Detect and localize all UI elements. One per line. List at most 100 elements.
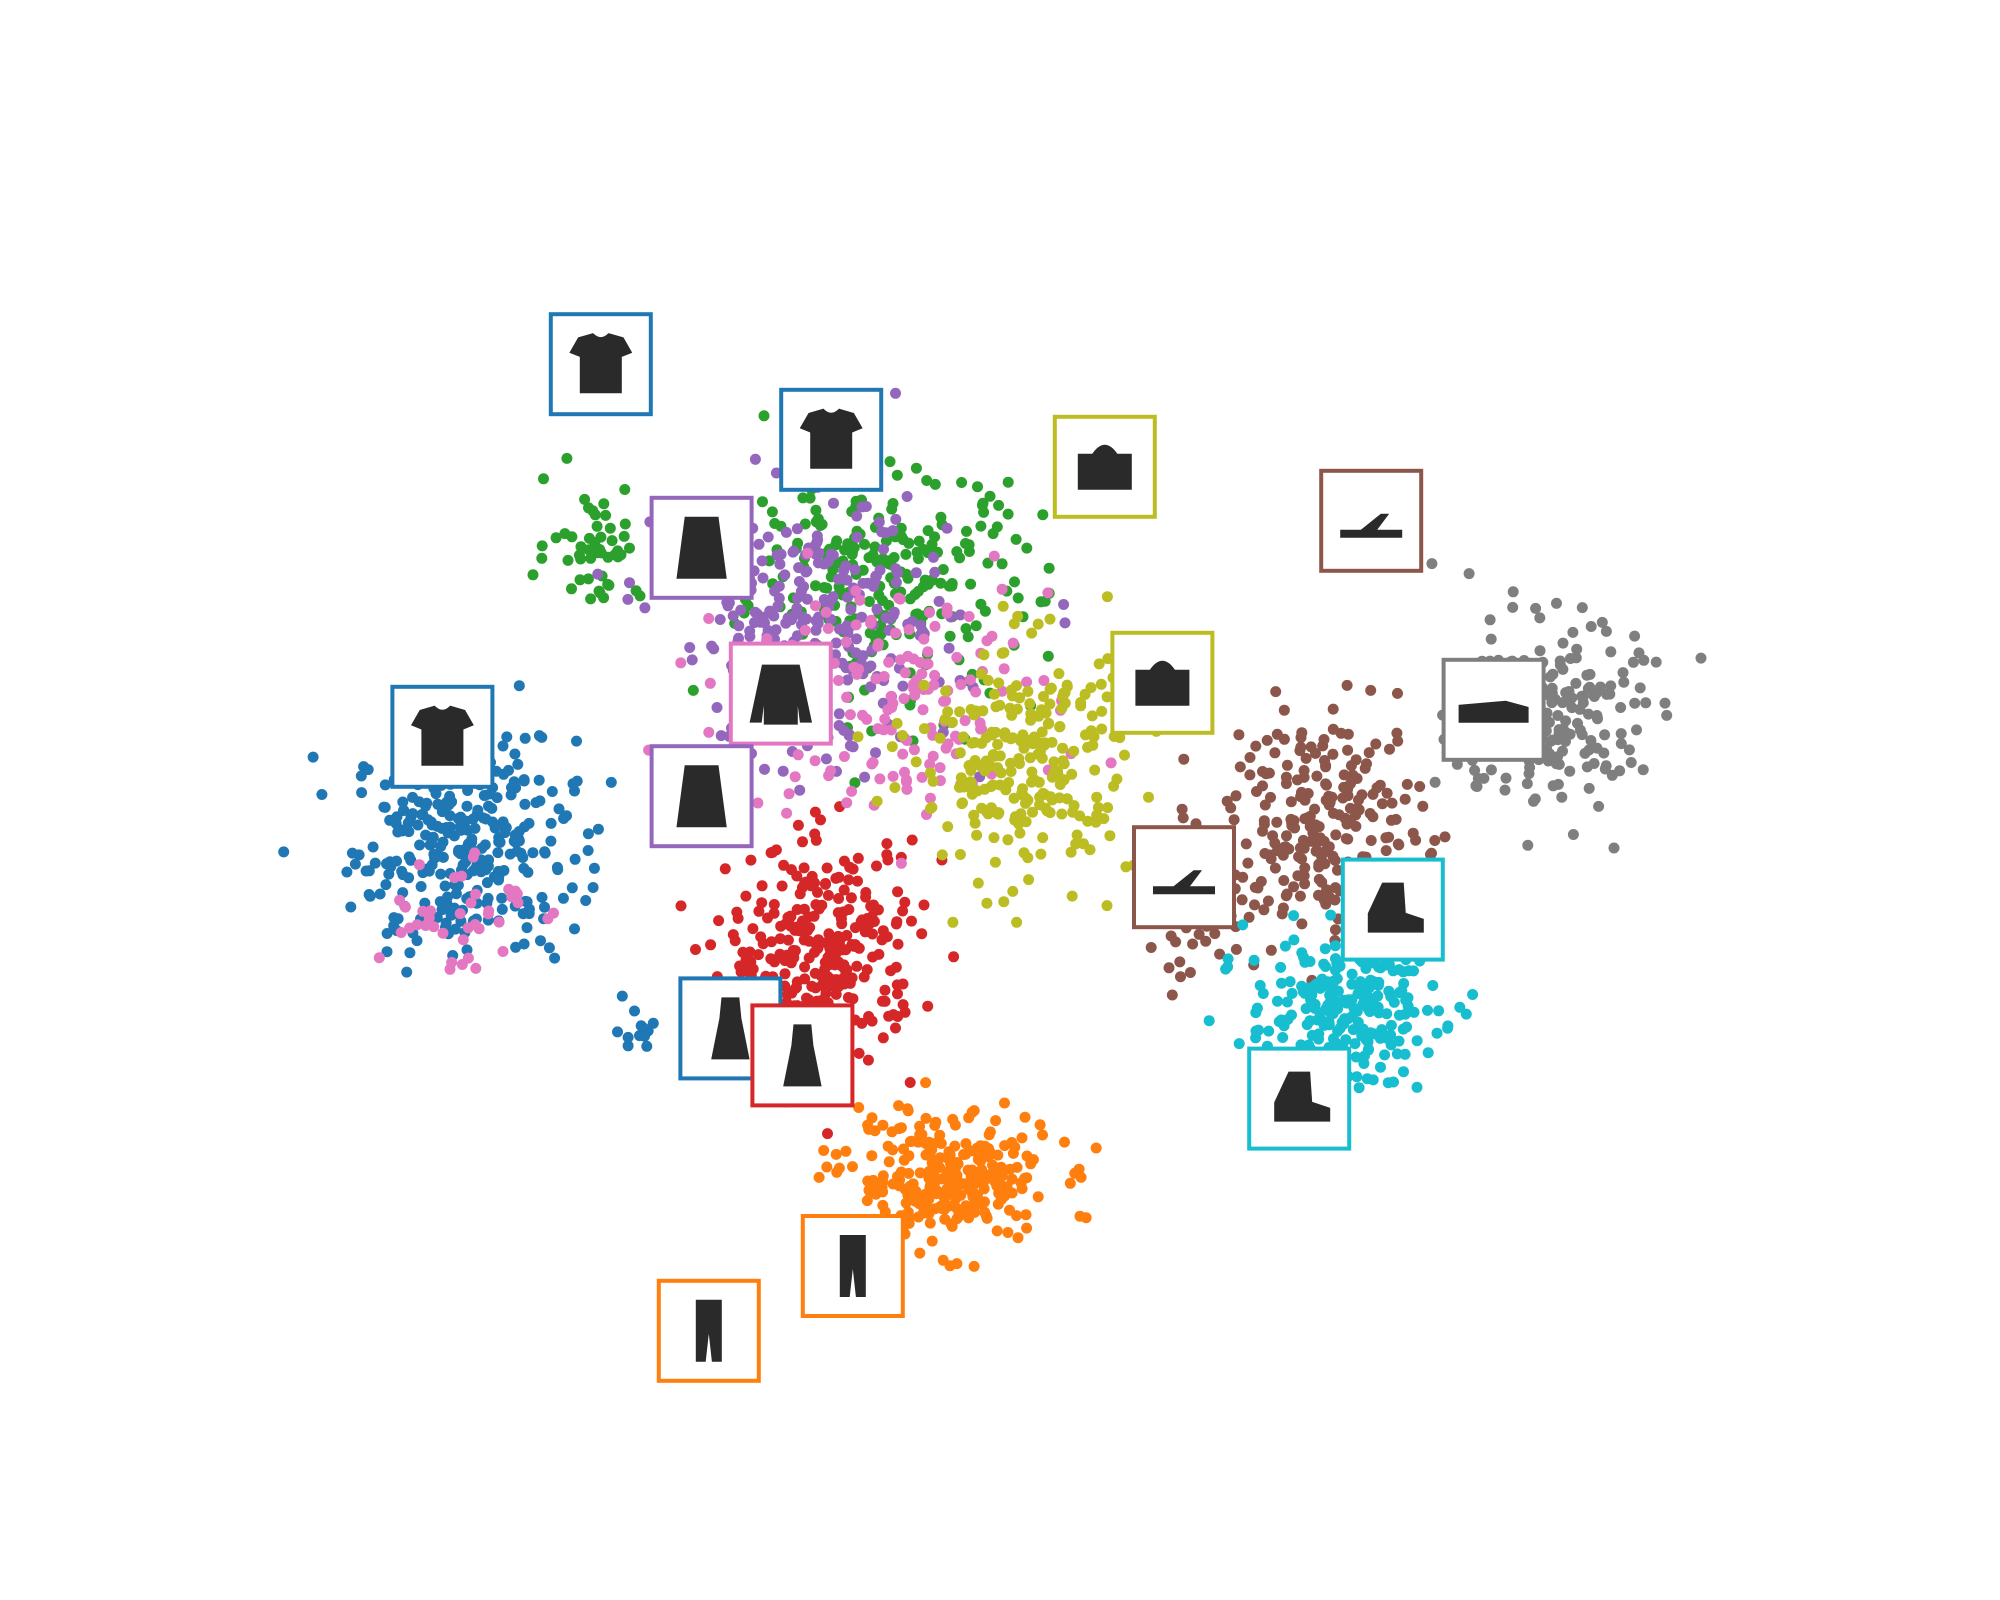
scatter-point [1417, 800, 1429, 812]
scatter-point [971, 1189, 983, 1201]
scatter-point [380, 879, 392, 891]
scatter-point [1120, 861, 1132, 873]
scatter-point [856, 611, 868, 623]
scatter-point [1327, 807, 1339, 819]
scatter-point [950, 1193, 962, 1205]
scatter-point [897, 999, 909, 1011]
scatter-point [810, 516, 822, 528]
scatter-point [1279, 940, 1291, 952]
scatter-point [1258, 818, 1270, 830]
scatter-point [457, 859, 469, 871]
scatter-point [1467, 989, 1479, 1000]
scatter-point [1187, 938, 1199, 950]
scatter-point [1038, 739, 1050, 751]
scatter-point [412, 819, 424, 831]
scatter-point [797, 492, 809, 504]
scatter-point [1009, 576, 1020, 588]
scatter-point [908, 683, 920, 695]
scatter-point [960, 623, 972, 635]
scatter-point [975, 1155, 987, 1167]
scatter-point [980, 1210, 992, 1222]
scatter-point [1285, 796, 1297, 808]
scatter-point [1278, 704, 1290, 716]
scatter-point [415, 881, 427, 892]
bag-icon [1135, 660, 1190, 706]
scatter-point [1593, 800, 1605, 812]
scatter-point [1042, 587, 1054, 599]
scatter-point [703, 613, 715, 624]
series-8 [852, 498, 1185, 928]
scatter-point [719, 863, 731, 875]
scatter-point [1552, 734, 1564, 746]
scatter-point [428, 848, 440, 860]
scatter-point [1353, 804, 1365, 816]
scatter-point [766, 506, 778, 518]
scatter-point [1617, 667, 1629, 679]
scatter-point [936, 849, 948, 861]
scatter-point [1265, 944, 1277, 956]
scatter-point [1044, 698, 1056, 710]
scatter-point [397, 869, 409, 881]
scatter-point [914, 1247, 926, 1259]
scatter-point [928, 679, 940, 691]
scatter-point [1299, 862, 1311, 874]
scatter-point [929, 620, 941, 632]
scatter-point [954, 706, 966, 718]
scatter-point [573, 549, 585, 561]
scatter-point [1380, 845, 1392, 857]
scatter-point [871, 860, 882, 872]
scatter-point [864, 627, 876, 639]
thumbnail-bag [1110, 630, 1215, 735]
scatter-point [954, 609, 966, 621]
scatter-point [942, 738, 954, 750]
scatter-point [612, 1026, 623, 1038]
scatter-point [1478, 772, 1490, 784]
scatter-point [1104, 830, 1116, 842]
scatter-point [789, 771, 801, 783]
scatter-point [504, 848, 516, 860]
scatter-point [1338, 769, 1350, 781]
scatter-point [862, 1054, 874, 1066]
scatter-point [847, 741, 859, 753]
scatter-point [1399, 1048, 1411, 1060]
scatter-point [1312, 845, 1323, 857]
scatter-point [1392, 687, 1403, 699]
scatter-point [990, 1115, 1002, 1127]
scatter-point [752, 797, 764, 809]
scatter-point [976, 737, 988, 749]
scatter-point [1422, 1047, 1434, 1059]
scatter-point [801, 565, 813, 577]
scatter-point [1022, 686, 1034, 697]
scatter-point [1251, 1002, 1263, 1014]
scatter-point [920, 1077, 932, 1089]
scatter-point [414, 839, 426, 851]
scatter-point [1327, 723, 1339, 735]
scatter-point [1579, 747, 1591, 759]
scatter-point [571, 735, 582, 747]
scatter-point [841, 574, 853, 586]
scatter-point [916, 928, 928, 940]
scatter-point [426, 838, 437, 850]
scatter-point [1557, 663, 1569, 675]
scatter-point [1000, 784, 1012, 796]
scatter-point [801, 593, 813, 605]
scatter-point [1583, 708, 1594, 720]
scatter-point [870, 673, 882, 685]
scatter-point [762, 531, 774, 543]
scatter-point [1314, 832, 1326, 844]
scatter-point [853, 663, 865, 675]
scatter-point [598, 592, 610, 604]
scatter-point [852, 852, 864, 864]
scatter-point [921, 475, 933, 486]
scatter-point [521, 896, 533, 908]
scatter-point [811, 536, 823, 548]
scatter-point [503, 883, 515, 895]
scatter-point [1400, 994, 1412, 1006]
scatter-point [472, 804, 484, 816]
scatter-point [943, 642, 955, 654]
scatter-point [496, 903, 508, 915]
scatter-point [1022, 794, 1034, 806]
scatter-point [792, 592, 803, 604]
scatter-point [675, 657, 687, 669]
scatter-point [629, 1005, 640, 1017]
